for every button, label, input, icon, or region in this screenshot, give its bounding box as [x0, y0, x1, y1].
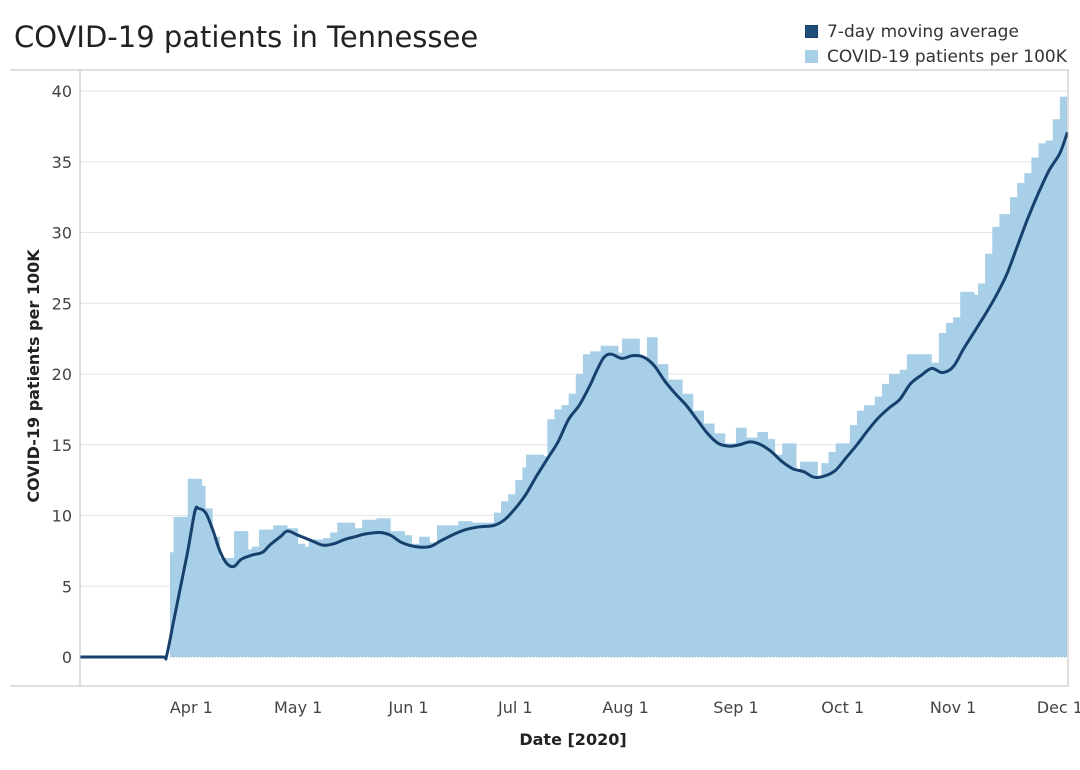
- y-axis-ticks: 0 5 10 15 20 25 30 35 40: [52, 82, 72, 667]
- y-tick-label-40: 40: [52, 82, 72, 101]
- plot-frame: [10, 69, 1069, 687]
- legend-item-patients[interactable]: COVID-19 patients per 100K: [805, 44, 1067, 69]
- area-layer: [80, 96, 1067, 658]
- series-line-moving-average: [79, 131, 1069, 661]
- y-tick-label-35: 35: [52, 153, 72, 172]
- legend-swatch-moving-average: [805, 25, 818, 38]
- y-tick-label-25: 25: [52, 294, 72, 313]
- y-tick-label-30: 30: [52, 224, 72, 243]
- x-tick-label-dec-1: Dec 1: [1037, 698, 1080, 717]
- legend: 7-day moving average COVID-19 patients p…: [805, 19, 1067, 69]
- y-tick-label-10: 10: [52, 507, 72, 526]
- legend-swatch-patients: [805, 50, 818, 63]
- x-tick-label-may-1: May 1: [274, 698, 322, 717]
- y-axis-label: COVID-19 patients per 100K: [24, 249, 43, 503]
- x-tick-label-jun-1: Jun 1: [387, 698, 428, 717]
- y-tick-label-0: 0: [62, 648, 72, 667]
- x-tick-label-oct-1: Oct 1: [821, 698, 864, 717]
- x-tick-label-nov-1: Nov 1: [930, 698, 977, 717]
- x-tick-label-apr-1: Apr 1: [170, 698, 213, 717]
- chart-title: COVID-19 patients in Tennessee: [14, 20, 479, 54]
- y-tick-label-5: 5: [62, 577, 72, 596]
- legend-label-patients: COVID-19 patients per 100K: [827, 46, 1067, 67]
- series-area-patients-per-100k: [81, 96, 1067, 657]
- y-tick-label-15: 15: [52, 436, 72, 455]
- x-tick-label-jul-1: Jul 1: [497, 698, 533, 717]
- x-tick-label-sep-1: Sep 1: [713, 698, 758, 717]
- x-tick-label-aug-1: Aug 1: [602, 698, 649, 717]
- line-layer: [79, 131, 1069, 661]
- x-axis-label: Date [2020]: [519, 730, 626, 749]
- legend-label-moving-average: 7-day moving average: [827, 21, 1019, 42]
- x-axis-ticks: Apr 1 May 1 Jun 1 Jul 1 Aug 1 Sep 1 Oct 1 Nov 1…: [170, 698, 1080, 717]
- legend-item-moving-average[interactable]: 7-day moving average: [805, 19, 1067, 44]
- y-tick-label-20: 20: [52, 365, 72, 384]
